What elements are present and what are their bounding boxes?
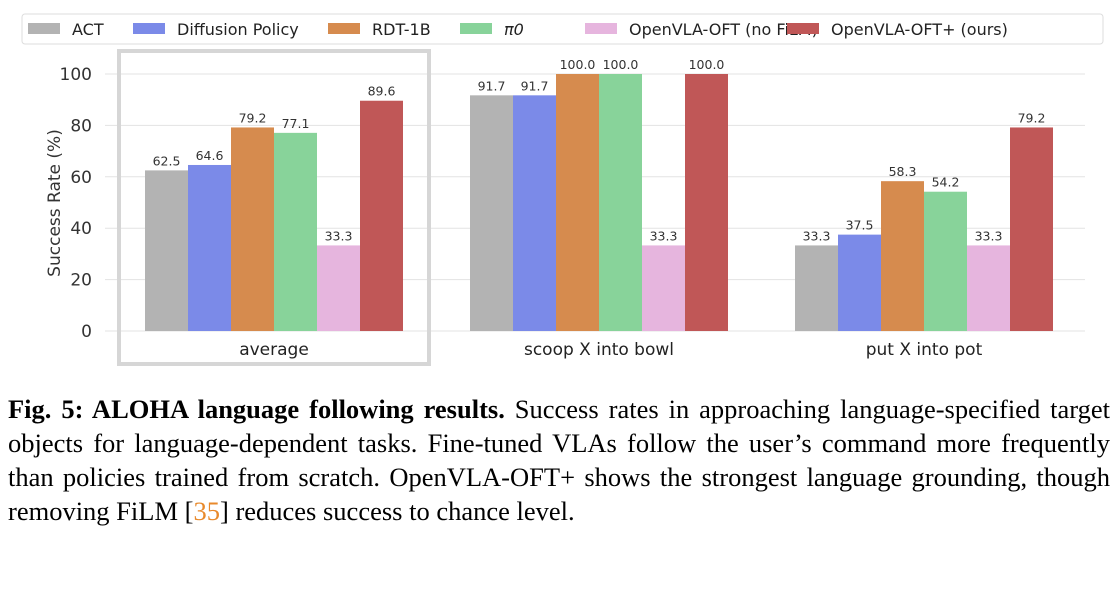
data-label: 37.5 — [846, 218, 874, 233]
bar — [145, 170, 188, 331]
bar — [599, 74, 642, 331]
bar — [967, 245, 1010, 331]
data-label: 33.3 — [975, 228, 1003, 243]
bar — [470, 95, 513, 332]
data-label: 79.2 — [239, 110, 267, 125]
bar — [685, 74, 728, 331]
bar — [838, 234, 881, 331]
bar — [231, 127, 274, 332]
data-label: 77.1 — [282, 116, 310, 131]
bar — [881, 181, 924, 331]
caption-text: Success rates in approaching language-sp… — [8, 394, 1110, 526]
y-tick-label: 0 — [81, 322, 92, 342]
legend-swatch — [460, 23, 492, 34]
data-label: 79.2 — [1018, 110, 1046, 125]
legend-swatch — [585, 23, 617, 34]
bar — [924, 191, 967, 331]
data-label: 54.2 — [932, 175, 960, 190]
data-label: 91.7 — [521, 78, 549, 93]
bar — [795, 245, 838, 331]
bar — [642, 245, 685, 331]
bar — [1010, 127, 1053, 332]
data-label: 89.6 — [368, 84, 396, 99]
x-tick-label: put X into pot — [866, 340, 983, 360]
bar-chart: 0 20 40 60 80 100 Success Rate (%) 62.5 64.6 79.2… — [21, 13, 1104, 366]
y-tick-label: 60 — [70, 168, 92, 188]
legend-swatch — [28, 23, 60, 34]
bar — [556, 74, 599, 331]
bar — [317, 245, 360, 331]
caption-label: Fig. 5: ALOHA language following results… — [8, 394, 505, 424]
highlight-box — [117, 49, 431, 366]
data-label: 33.3 — [325, 228, 353, 243]
y-tick-label: 80 — [70, 116, 92, 136]
y-tick-label: 100 — [60, 65, 92, 85]
bar — [360, 100, 403, 331]
legend-label: OpenVLA-OFT+ (ours) — [831, 20, 1008, 39]
data-label: 100.0 — [560, 57, 596, 72]
legend-label: RDT-1B — [372, 20, 431, 39]
data-label: 33.3 — [803, 228, 831, 243]
legend-swatch — [328, 23, 360, 34]
legend-swatch — [787, 23, 819, 34]
legend-label: π0 — [504, 20, 524, 39]
x-tick-label: scoop X into bowl — [524, 340, 674, 360]
legend-box — [21, 13, 1104, 45]
legend-label: ACT — [72, 20, 104, 39]
data-label: 100.0 — [689, 57, 725, 72]
legend-swatch — [133, 23, 165, 34]
bar — [274, 132, 317, 331]
figure-caption: Fig. 5: ALOHA language following results… — [8, 392, 1110, 528]
y-tick-label: 40 — [70, 219, 92, 239]
bar — [513, 95, 556, 332]
legend-label: Diffusion Policy — [177, 20, 299, 39]
data-label: 58.3 — [889, 164, 917, 179]
data-label: 100.0 — [603, 57, 639, 72]
y-axis-label: Success Rate (%) — [45, 129, 65, 277]
data-label: 62.5 — [153, 153, 181, 168]
x-tick-label: average — [239, 340, 309, 360]
caption-text-end: ] reduces success to chance level. — [220, 496, 575, 526]
data-label: 91.7 — [478, 78, 506, 93]
citation-link[interactable]: 35 — [193, 496, 221, 526]
legend-label: OpenVLA-OFT (no FiLM) — [629, 20, 818, 39]
y-tick-label: 20 — [70, 271, 92, 291]
data-label: 64.6 — [196, 148, 224, 163]
data-label: 33.3 — [650, 228, 678, 243]
bar — [188, 164, 231, 331]
